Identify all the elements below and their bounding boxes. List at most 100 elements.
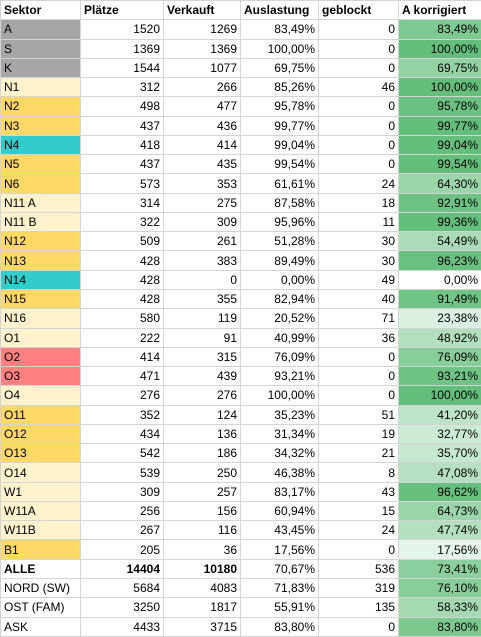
value-cell: 257: [164, 482, 241, 501]
value-cell: 136: [164, 424, 241, 443]
value-cell: 31,34%: [241, 424, 319, 443]
value-cell: 20,52%: [241, 309, 319, 328]
value-cell: 477: [164, 97, 241, 116]
value-cell: 498: [81, 97, 164, 116]
sector-cell: A: [1, 20, 81, 39]
sector-cell: W1: [1, 482, 81, 501]
sector-cell: K: [1, 58, 81, 77]
value-cell: 24: [319, 521, 399, 540]
value-cell: 24: [319, 174, 399, 193]
value-cell: 19: [319, 424, 399, 443]
value-cell: 471: [81, 367, 164, 386]
value-cell: 51: [319, 405, 399, 424]
value-cell: 47,74%: [399, 521, 481, 540]
value-cell: 35,70%: [399, 444, 481, 463]
value-cell: 542: [81, 444, 164, 463]
value-cell: 428: [81, 251, 164, 270]
value-cell: 0: [319, 617, 399, 636]
value-cell: 0: [319, 97, 399, 116]
value-cell: 36: [319, 328, 399, 347]
value-cell: 0: [319, 386, 399, 405]
value-cell: 76,09%: [241, 347, 319, 366]
value-cell: 205: [81, 540, 164, 559]
value-cell: 99,04%: [399, 135, 481, 154]
value-cell: 32,77%: [399, 424, 481, 443]
value-cell: 100,00%: [399, 39, 481, 58]
value-cell: 156: [164, 501, 241, 520]
value-cell: 309: [164, 212, 241, 231]
value-cell: 436: [164, 116, 241, 135]
value-cell: 0: [319, 58, 399, 77]
sector-cell: N11 B: [1, 212, 81, 231]
sector-cell: N3: [1, 116, 81, 135]
column-header: A korrigiert: [399, 1, 481, 20]
value-cell: 95,78%: [399, 97, 481, 116]
value-cell: 91,49%: [399, 289, 481, 308]
value-cell: 83,49%: [399, 20, 481, 39]
sector-cell: N1: [1, 78, 81, 97]
sector-cell: N16: [1, 309, 81, 328]
value-cell: 54,49%: [399, 232, 481, 251]
value-cell: 49: [319, 270, 399, 289]
value-cell: 93,21%: [399, 367, 481, 386]
value-cell: 267: [81, 521, 164, 540]
value-cell: 34,32%: [241, 444, 319, 463]
value-cell: 314: [81, 193, 164, 212]
value-cell: 69,75%: [241, 58, 319, 77]
value-cell: 99,54%: [241, 155, 319, 174]
sector-cell: ASK: [1, 617, 81, 636]
value-cell: 322: [81, 212, 164, 231]
value-cell: 99,04%: [241, 135, 319, 154]
value-cell: 51,28%: [241, 232, 319, 251]
value-cell: 0: [319, 347, 399, 366]
value-cell: 418: [81, 135, 164, 154]
value-cell: 0: [319, 116, 399, 135]
value-cell: 1369: [164, 39, 241, 58]
value-cell: 43,45%: [241, 521, 319, 540]
value-cell: 1269: [164, 20, 241, 39]
value-cell: 61,61%: [241, 174, 319, 193]
value-cell: 276: [81, 386, 164, 405]
value-cell: 14404: [81, 559, 164, 578]
value-cell: 46,38%: [241, 463, 319, 482]
value-cell: 312: [81, 78, 164, 97]
value-cell: 83,80%: [399, 617, 481, 636]
value-cell: 100,00%: [399, 78, 481, 97]
value-cell: 36: [164, 540, 241, 559]
value-cell: 434: [81, 424, 164, 443]
value-cell: 266: [164, 78, 241, 97]
value-cell: 70,67%: [241, 559, 319, 578]
value-cell: 100,00%: [241, 386, 319, 405]
value-cell: 40: [319, 289, 399, 308]
sector-cell: O1: [1, 328, 81, 347]
value-cell: 91: [164, 328, 241, 347]
value-cell: 3250: [81, 598, 164, 617]
value-cell: 116: [164, 521, 241, 540]
value-cell: 250: [164, 463, 241, 482]
value-cell: 414: [81, 347, 164, 366]
value-cell: 437: [81, 116, 164, 135]
value-cell: 99,77%: [399, 116, 481, 135]
value-cell: 4433: [81, 617, 164, 636]
value-cell: 95,78%: [241, 97, 319, 116]
sector-cell: B1: [1, 540, 81, 559]
value-cell: 73,41%: [399, 559, 481, 578]
value-cell: 261: [164, 232, 241, 251]
